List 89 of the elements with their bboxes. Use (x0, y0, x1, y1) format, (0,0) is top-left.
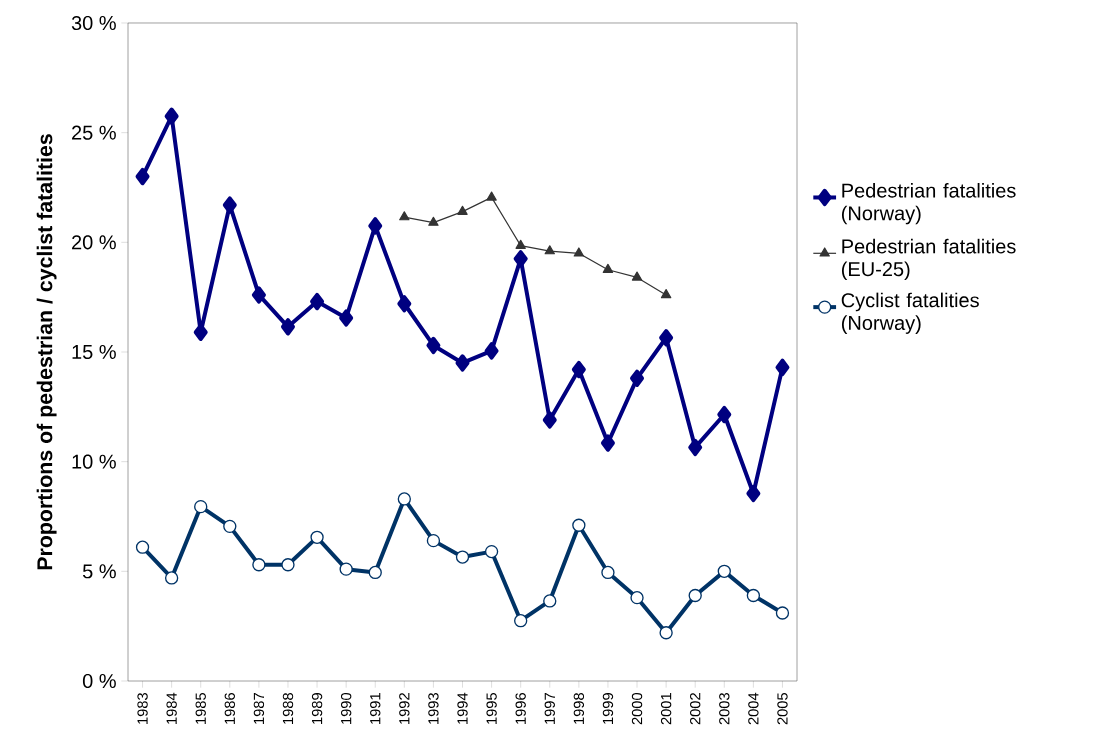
point (746, 484, 761, 503)
point (659, 626, 673, 640)
y-tick-label: 15 % (72, 344, 116, 360)
x-tick-label: 1989 (311, 693, 323, 724)
point (659, 329, 674, 347)
point (688, 438, 703, 457)
point (775, 358, 790, 377)
y-tick-label: 20 % (72, 235, 116, 250)
legend-label: Cyclist fatalities (Norway) (841, 292, 979, 334)
point (600, 434, 615, 452)
point (339, 309, 354, 327)
x-tick-label: 1994 (457, 692, 468, 724)
point (717, 564, 731, 578)
point (601, 565, 615, 580)
point (631, 271, 643, 281)
x-tick-label: 1988 (282, 693, 294, 724)
point (573, 247, 585, 257)
point (428, 216, 439, 226)
x-tick-label: 1995 (486, 693, 497, 724)
point (310, 530, 324, 545)
point (630, 369, 645, 387)
y-tick-label: 5 % (82, 564, 116, 579)
point (484, 544, 499, 559)
x-tick-label: 1984 (166, 692, 177, 724)
point (339, 562, 353, 576)
x-tick-label: 1987 (253, 693, 265, 724)
point (660, 289, 672, 299)
point (399, 211, 410, 221)
point (135, 540, 150, 554)
point (397, 492, 411, 506)
point (280, 318, 295, 336)
x-tick-label: 2004 (748, 692, 759, 725)
y-tick-label: 30 % (71, 15, 116, 31)
point (426, 336, 441, 355)
point (457, 205, 468, 215)
x-tick-label: 2002 (690, 693, 701, 725)
point (746, 588, 761, 603)
point (164, 107, 179, 125)
point (251, 286, 266, 304)
point (455, 354, 470, 372)
x-tick-label: 2003 (719, 693, 730, 725)
x-tick-label: 1986 (224, 693, 235, 724)
x-tick-label: 2001 (660, 693, 672, 725)
legend-label: Pedestrian fatalities (Norway) (841, 182, 1016, 225)
point (543, 594, 557, 608)
point (368, 217, 383, 235)
y-tick-label: 10 % (72, 454, 116, 469)
point (252, 558, 266, 572)
point (542, 411, 557, 429)
x-tick-label: 1997 (544, 693, 555, 724)
x-tick-label: 1992 (399, 693, 410, 724)
point (602, 263, 614, 274)
point (397, 295, 412, 313)
point (717, 405, 732, 424)
point (368, 565, 382, 580)
point (571, 360, 586, 379)
point (513, 250, 528, 268)
point (484, 342, 499, 360)
x-tick-label: 2000 (631, 692, 643, 725)
point (426, 533, 441, 548)
point (630, 590, 644, 605)
x-tick-label: 1998 (573, 693, 585, 724)
x-tick-label: 1983 (137, 693, 148, 724)
point (135, 167, 150, 186)
y-tick-label: 25 % (72, 125, 116, 140)
point (223, 519, 237, 534)
point (514, 614, 528, 628)
point (544, 245, 555, 255)
x-tick-label: 1991 (370, 693, 381, 724)
point (281, 558, 295, 572)
point (310, 292, 325, 311)
y-tick-label: 0 % (82, 673, 116, 689)
point (222, 196, 237, 214)
point (688, 588, 702, 603)
x-tick-label: 1993 (428, 693, 439, 724)
legend-label: Pedestrian fatalities (EU-25) (841, 238, 1016, 281)
point (572, 518, 586, 532)
x-tick-label: 1985 (195, 693, 206, 724)
point (455, 550, 470, 564)
y-axis-title: Proportions of pedestrian / cyclist fatalities (36, 134, 57, 570)
point (486, 191, 497, 201)
point (164, 571, 179, 585)
x-tick-label: 2005 (777, 693, 788, 725)
point (515, 239, 526, 249)
x-tick-label: 1996 (515, 693, 526, 724)
point (194, 499, 208, 514)
x-tick-label: 1999 (602, 693, 614, 724)
point (775, 606, 790, 620)
x-tick-label: 1990 (340, 692, 352, 724)
